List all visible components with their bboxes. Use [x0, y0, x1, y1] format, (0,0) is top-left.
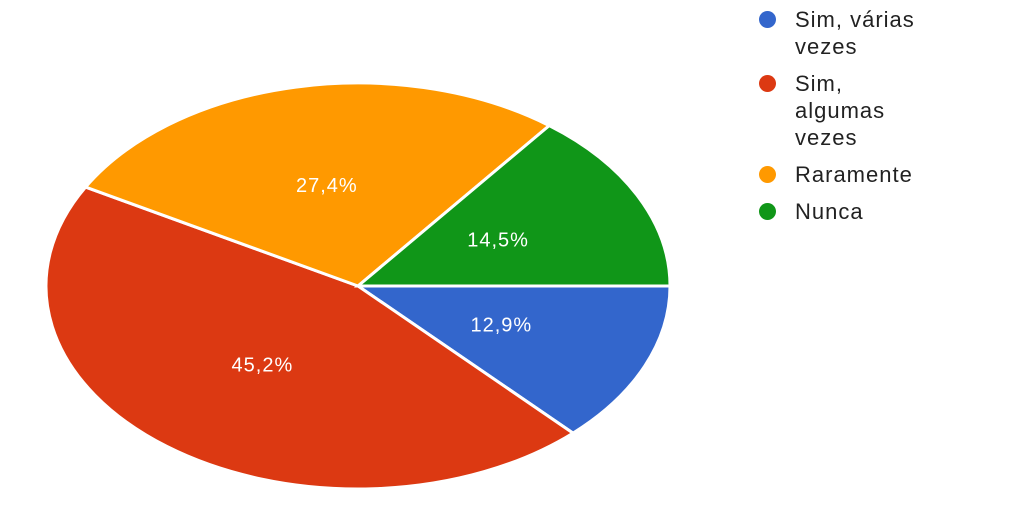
data-label: 14,5%	[467, 230, 529, 252]
legend: Sim, várias vezes Sim, algumas vezes Raram…	[752, 6, 923, 225]
pie-slice	[353, 284, 672, 435]
data-label: 45,2%	[232, 354, 294, 376]
legend-label: Nunca	[795, 199, 864, 224]
legend-marker	[759, 75, 776, 92]
legend-item: Raramente	[752, 161, 923, 188]
legend-marker	[759, 11, 776, 28]
legend-label: Sim, algumas vezes	[795, 71, 886, 150]
pie-slice	[82, 81, 552, 288]
legend-marker	[759, 203, 776, 220]
chart: 12,9% 45,2% 27,4% 14,5%	[44, 81, 672, 491]
legend-item: Sim, várias vezes	[752, 6, 923, 60]
data-label: 12,9%	[471, 314, 533, 336]
pie-slice	[353, 123, 672, 288]
legend-item: Nunca	[752, 198, 923, 225]
legend-label: Raramente	[795, 162, 913, 187]
legend-label: Sim, várias vezes	[795, 7, 915, 59]
pie-slice	[44, 185, 576, 491]
legend-marker	[759, 166, 776, 183]
data-label: 27,4%	[296, 175, 358, 197]
legend-item: Sim, algumas vezes	[752, 70, 923, 151]
